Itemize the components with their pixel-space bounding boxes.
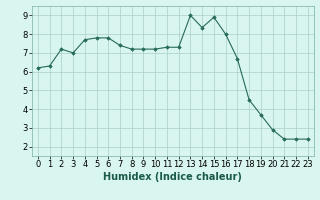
X-axis label: Humidex (Indice chaleur): Humidex (Indice chaleur) [103,172,242,182]
